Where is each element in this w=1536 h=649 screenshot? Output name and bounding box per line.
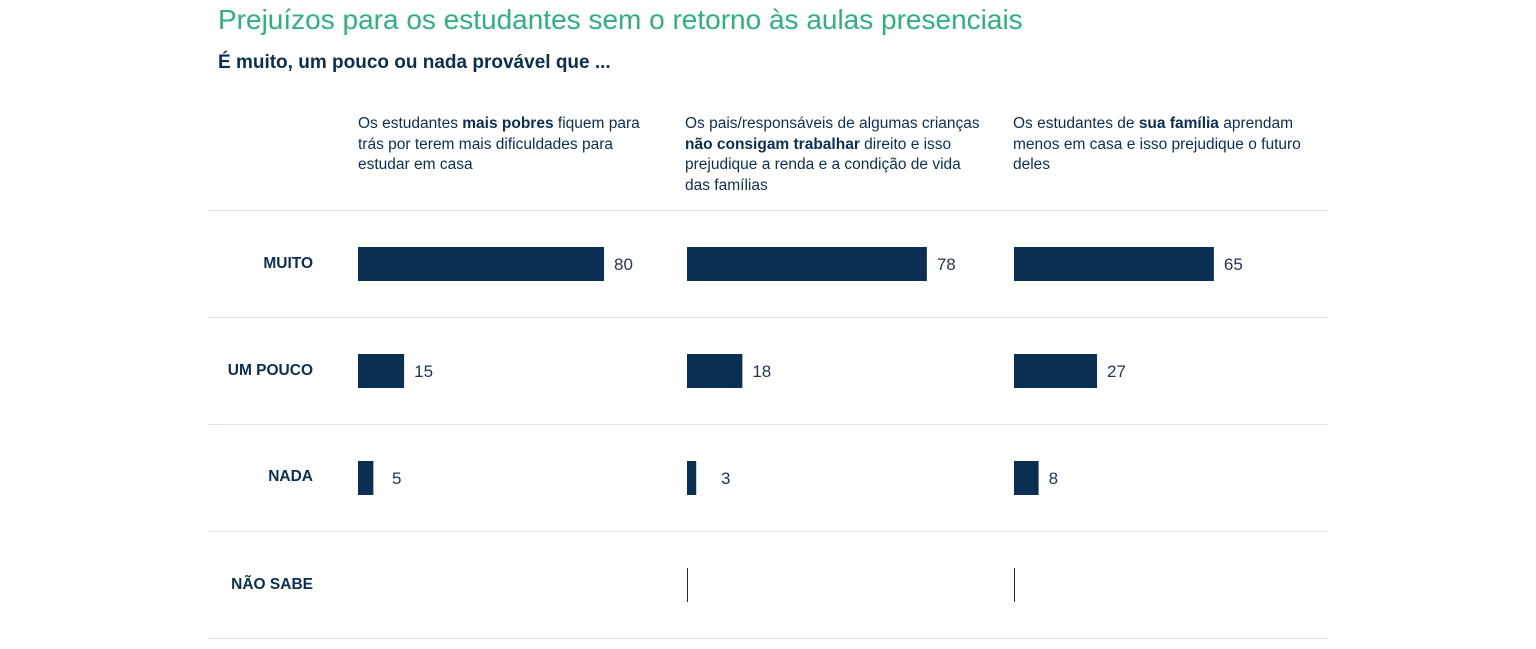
row-divider: [208, 317, 1328, 318]
column-header-1: Os estudantes mais pobres fiquem para tr…: [358, 114, 658, 176]
value-label: 65: [1224, 255, 1243, 274]
row-divider: [208, 638, 1328, 639]
chart-title: Prejuízos para os estudantes sem o retor…: [218, 4, 1023, 35]
row-label-um-pouco: UM POUCO: [227, 362, 313, 379]
row-label-nada: NADA: [268, 468, 313, 485]
value-label: 8: [1049, 469, 1058, 488]
bar-col3-um-pouco: [1014, 354, 1098, 388]
bar-col3-muito: [1014, 247, 1214, 281]
chart-subtitle: É muito, um pouco ou nada provável que .…: [218, 52, 611, 73]
column-header-2-post: direito e isso prejudique a renda e a co…: [685, 135, 961, 195]
row-label-nao-sabe: NÃO SABE: [231, 576, 313, 593]
column-header-3-bold: sua família: [1138, 115, 1219, 132]
row-divider: [208, 210, 1328, 211]
value-label: 27: [1107, 362, 1126, 381]
column-header-3-pre: Os estudantes de: [1013, 115, 1139, 132]
column-header-3-post: aprendam menos em casa e isso prejudique…: [1013, 115, 1301, 174]
column-header-1-pre: Os estudantes: [358, 115, 463, 132]
bar-col1-muito: [358, 247, 604, 281]
bar-col3-nada: [1014, 461, 1039, 495]
column-header-2-bold: não consigam trabalhar: [685, 135, 860, 153]
row-divider: [208, 424, 1328, 425]
bar-col1-nada: [358, 461, 374, 495]
column-header-2-pre: Os pais/responsáveis de algumas crianças: [685, 115, 980, 132]
column-header-2: Os pais/responsáveis de algumas crianças…: [685, 114, 985, 197]
bar-col2-nada: [687, 461, 697, 495]
bar-col2-muito: [687, 247, 927, 281]
column-header-1-bold: mais pobres: [462, 115, 554, 132]
row-label-muito: MUITO: [263, 255, 313, 272]
column-header-3: Os estudantes de sua família aprendam me…: [1013, 114, 1313, 176]
value-label: 5: [392, 469, 401, 488]
bar-col2-um-pouco: [687, 354, 743, 388]
value-label: 80: [614, 255, 633, 274]
value-label: 18: [752, 362, 771, 381]
bar-col1-um-pouco: [358, 354, 405, 388]
column-header-1-post: fiquem para trás por terem mais dificuld…: [358, 115, 640, 174]
value-label: 15: [414, 362, 433, 381]
row-divider: [208, 531, 1328, 532]
value-label: 3: [721, 469, 730, 488]
value-label: 78: [937, 255, 956, 274]
